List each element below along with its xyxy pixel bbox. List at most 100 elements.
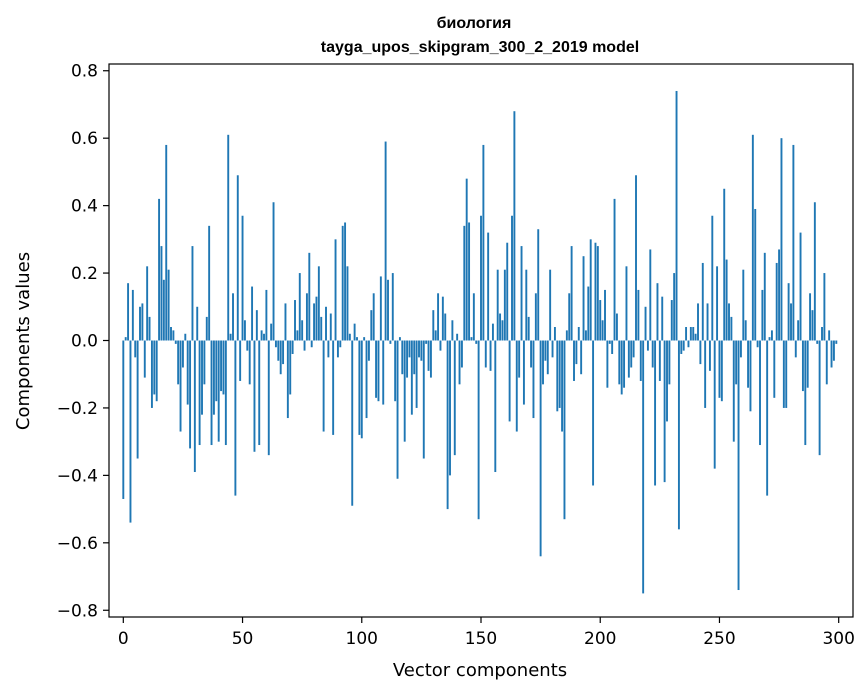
bar bbox=[501, 320, 504, 341]
bar bbox=[375, 340, 378, 398]
bar bbox=[658, 340, 661, 381]
bar bbox=[341, 225, 344, 341]
bar bbox=[313, 303, 316, 341]
bar bbox=[685, 327, 688, 341]
bar bbox=[143, 340, 146, 378]
bar bbox=[208, 225, 211, 341]
bar bbox=[668, 340, 671, 385]
bar bbox=[780, 138, 783, 341]
bar bbox=[422, 340, 425, 459]
bar bbox=[480, 215, 482, 341]
bar bbox=[248, 340, 251, 385]
bar bbox=[546, 340, 549, 375]
bar bbox=[689, 327, 692, 341]
bar bbox=[682, 340, 685, 351]
bar bbox=[391, 273, 394, 341]
bar bbox=[170, 327, 172, 341]
bar bbox=[649, 249, 652, 341]
bar bbox=[232, 293, 234, 341]
bar bbox=[129, 340, 132, 523]
bar bbox=[463, 225, 466, 341]
bar bbox=[604, 289, 606, 341]
bar bbox=[532, 340, 535, 419]
bar bbox=[286, 340, 289, 419]
bar bbox=[229, 333, 232, 341]
bar bbox=[365, 340, 368, 419]
bar bbox=[220, 340, 223, 392]
bar bbox=[687, 340, 690, 348]
bar bbox=[336, 340, 339, 358]
bar bbox=[823, 273, 826, 341]
bar bbox=[406, 340, 409, 378]
bar bbox=[122, 340, 125, 499]
bar bbox=[666, 340, 668, 422]
bar bbox=[794, 340, 797, 358]
bar bbox=[804, 340, 807, 446]
bar bbox=[141, 303, 144, 341]
bar bbox=[584, 330, 587, 341]
y-tick-label: 0.6 bbox=[71, 129, 98, 149]
bar bbox=[630, 340, 633, 368]
x-tick-label: 100 bbox=[346, 629, 378, 649]
bar bbox=[201, 340, 203, 415]
bar bbox=[508, 340, 511, 422]
bar bbox=[434, 330, 437, 341]
x-tick-label: 150 bbox=[465, 629, 497, 649]
bar bbox=[706, 303, 709, 341]
bar bbox=[396, 340, 399, 479]
bar bbox=[379, 276, 382, 341]
bar bbox=[589, 239, 592, 341]
bar bbox=[632, 340, 635, 358]
bar bbox=[456, 333, 459, 341]
bar bbox=[754, 208, 757, 341]
bar bbox=[344, 222, 347, 341]
bar bbox=[301, 320, 304, 341]
bar bbox=[644, 306, 647, 341]
bar bbox=[193, 340, 196, 473]
bar bbox=[165, 144, 168, 341]
bar bbox=[670, 300, 673, 341]
bar bbox=[835, 340, 838, 344]
bar bbox=[351, 340, 354, 506]
bar bbox=[720, 340, 723, 402]
bar bbox=[332, 340, 335, 435]
x-tick-label: 50 bbox=[232, 629, 254, 649]
bar bbox=[325, 306, 327, 341]
bar bbox=[358, 340, 361, 435]
bar bbox=[303, 340, 306, 351]
bar bbox=[468, 222, 471, 341]
bar bbox=[723, 188, 726, 341]
bar bbox=[339, 340, 342, 348]
bar bbox=[701, 262, 704, 341]
bar bbox=[346, 266, 349, 341]
bar bbox=[797, 320, 800, 341]
bar bbox=[601, 320, 604, 341]
bar bbox=[530, 340, 533, 368]
bar bbox=[210, 340, 213, 446]
bar bbox=[725, 259, 728, 341]
bar bbox=[716, 266, 719, 341]
bar bbox=[234, 340, 237, 496]
bar bbox=[587, 286, 590, 341]
bar bbox=[282, 340, 285, 365]
bar bbox=[298, 273, 301, 341]
bar bbox=[489, 340, 492, 371]
bar bbox=[310, 340, 313, 348]
bar bbox=[258, 340, 261, 446]
bar bbox=[799, 232, 802, 341]
x-tick-label: 250 bbox=[703, 629, 735, 649]
bar bbox=[816, 340, 819, 344]
bar bbox=[809, 293, 812, 341]
bar bbox=[179, 340, 182, 432]
bar bbox=[265, 289, 268, 341]
bar bbox=[594, 242, 597, 341]
bar bbox=[458, 340, 461, 385]
chart-title: биология bbox=[437, 15, 512, 32]
bar bbox=[739, 340, 742, 358]
bar bbox=[580, 340, 583, 375]
bar bbox=[766, 340, 769, 496]
bar bbox=[317, 266, 320, 341]
bar bbox=[606, 340, 609, 388]
bar bbox=[775, 262, 778, 341]
bar bbox=[825, 340, 828, 385]
